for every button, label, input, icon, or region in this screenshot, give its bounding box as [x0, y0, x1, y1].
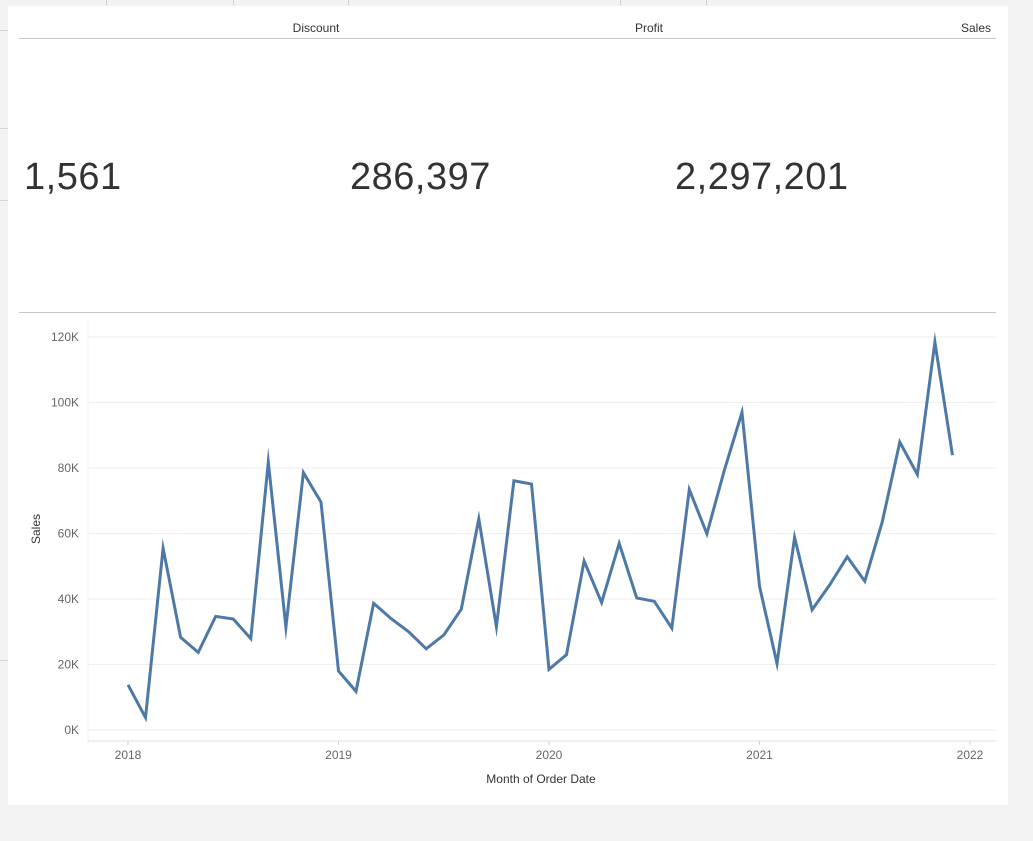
data-point [248, 636, 254, 642]
data-point [599, 600, 605, 606]
data-point [265, 459, 271, 465]
y-tick-label: 20K [58, 658, 79, 672]
data-point [721, 467, 727, 473]
data-point [160, 545, 166, 551]
data-point [862, 578, 868, 584]
tab-separator [620, 0, 621, 5]
y-tick-label: 100K [51, 396, 79, 410]
data-point [844, 554, 850, 560]
data-point [423, 646, 429, 652]
y-tick-label: 0K [64, 723, 79, 737]
x-tick-label: 2022 [957, 748, 984, 762]
strip-divider [0, 660, 8, 661]
kpi-label-sales: Sales [960, 21, 992, 35]
data-point [476, 516, 482, 522]
data-point [458, 606, 464, 612]
data-point [511, 478, 517, 484]
x-tick-label: 2021 [746, 748, 773, 762]
y-tick-label: 80K [58, 461, 79, 475]
data-point [300, 470, 306, 476]
tab-separator [233, 0, 234, 5]
data-point [792, 534, 798, 540]
data-point [529, 481, 535, 487]
x-tick-label: 2020 [536, 748, 563, 762]
data-point [914, 472, 920, 478]
section-divider [19, 312, 996, 313]
data-point [388, 616, 394, 622]
tab-separator [348, 0, 349, 5]
data-point [283, 624, 289, 630]
data-point [336, 668, 342, 674]
tab-separator [706, 0, 707, 5]
strip-divider [0, 200, 8, 201]
data-point [879, 519, 885, 525]
kpi-header: Discount Profit Sales [19, 6, 996, 39]
data-point [178, 634, 184, 640]
data-point [809, 607, 815, 613]
data-point [195, 649, 201, 655]
data-point [757, 583, 763, 589]
y-tick-label: 40K [58, 592, 79, 606]
y-axis-title: Sales [29, 514, 43, 544]
data-point [493, 624, 499, 630]
left-worksheet-strip [0, 0, 8, 841]
data-point [651, 598, 657, 604]
y-tick-label: 60K [58, 527, 79, 541]
strip-divider [0, 30, 8, 31]
strip-divider [0, 128, 8, 129]
y-tick-label: 120K [51, 330, 79, 344]
data-point [441, 632, 447, 638]
data-point [950, 452, 956, 458]
data-point [897, 439, 903, 445]
data-point [616, 540, 622, 546]
kpi-value-sales[interactable]: 2,297,201 [675, 156, 849, 198]
data-point [634, 595, 640, 601]
data-point [704, 531, 710, 537]
kpi-label-discount: Discount [292, 21, 340, 35]
data-point [774, 661, 780, 667]
top-tab-strip [8, 0, 1008, 6]
kpi-value-discount[interactable]: 1,561 [24, 156, 122, 198]
kpi-label-profit: Profit [634, 21, 664, 35]
x-axis-title: Month of Order Date [486, 772, 596, 786]
tab-separator [106, 0, 107, 5]
data-point [143, 715, 149, 721]
data-point [546, 666, 552, 672]
data-point [213, 613, 219, 619]
data-point [230, 616, 236, 622]
x-tick-label: 2019 [325, 748, 352, 762]
data-point [406, 629, 412, 635]
data-point [686, 487, 692, 493]
dashboard: Discount Profit Sales 1,561 286,397 2,29… [8, 6, 1008, 805]
data-point [581, 558, 587, 564]
data-point [827, 582, 833, 588]
data-point [564, 652, 570, 658]
data-point [739, 409, 745, 415]
x-tick-label: 2018 [115, 748, 142, 762]
data-point [932, 339, 938, 345]
data-point [353, 688, 359, 694]
sales-series-line [126, 331, 954, 723]
data-point [318, 499, 324, 505]
data-point [669, 625, 675, 631]
kpi-value-profit[interactable]: 286,397 [350, 156, 491, 198]
data-point [371, 600, 377, 606]
data-point [125, 682, 131, 688]
